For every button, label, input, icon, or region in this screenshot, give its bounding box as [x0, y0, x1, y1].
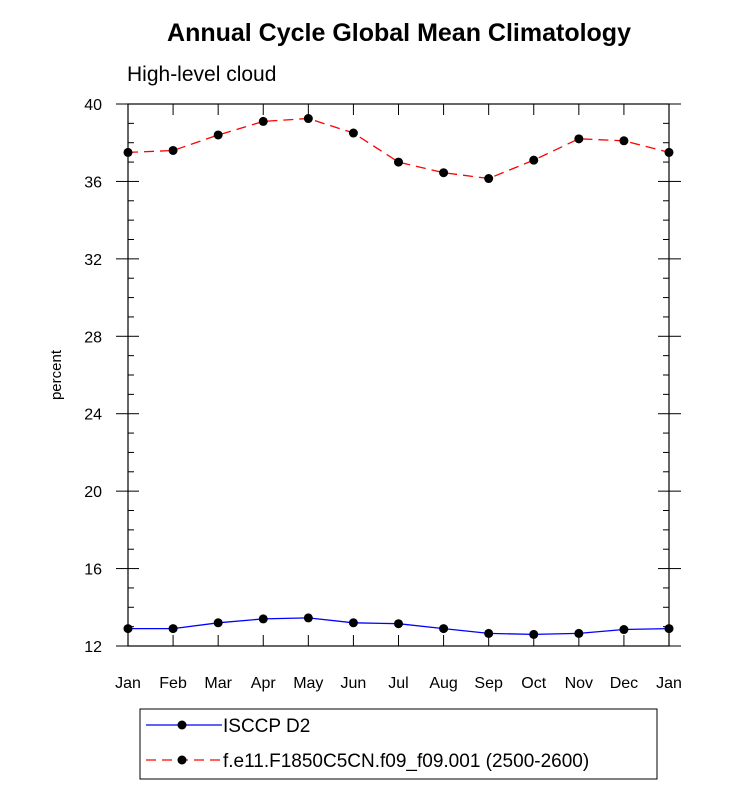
x-tick-label: Jan [656, 675, 682, 692]
x-tick-label: Apr [251, 675, 277, 692]
legend-box [139, 708, 658, 780]
data-point [664, 147, 674, 157]
data-point [168, 624, 178, 634]
data-point [529, 629, 539, 639]
chart-subtitle: High-level cloud [127, 63, 276, 86]
y-tick-label: 32 [84, 252, 102, 269]
x-tick-label: Jun [341, 675, 367, 692]
legend-marker [177, 720, 187, 730]
data-point [123, 147, 133, 157]
data-point [258, 116, 268, 126]
y-tick-label: 28 [84, 329, 102, 346]
data-point [258, 614, 268, 624]
legend-marker [177, 755, 187, 765]
data-point [168, 145, 178, 155]
x-tick-label: Aug [429, 675, 457, 692]
data-point [664, 624, 674, 634]
legend: ISCCP D2 f.e11.F1850C5CN.f09_f09.001 (250… [139, 708, 658, 780]
data-point [303, 114, 313, 124]
data-point [303, 613, 313, 623]
y-tick-label: 40 [84, 97, 102, 114]
y-tick-label: 36 [84, 174, 102, 191]
data-point [619, 625, 629, 635]
data-point [529, 155, 539, 165]
axes-layer: Jan Feb Mar Apr May Jun Jul Aug Sep Oct Nov Dec Jan 1… [84, 97, 682, 692]
data-point [574, 134, 584, 144]
x-tick-label: Mar [204, 675, 232, 692]
chart-title: Annual Cycle Global Mean Climatology [167, 19, 631, 47]
data-point [348, 618, 358, 628]
data-point [439, 168, 449, 178]
data-point [394, 157, 403, 167]
y-tick-label: 16 [84, 562, 102, 579]
data-point [213, 130, 223, 140]
legend-label: ISCCP D2 [223, 716, 310, 737]
x-tick-label: Nov [565, 675, 593, 692]
x-tick-label: Jul [388, 675, 408, 692]
data-point [123, 624, 133, 634]
x-tick-label: Feb [159, 675, 187, 692]
series-layer [123, 114, 674, 639]
x-tick-label: Jan [115, 675, 141, 692]
data-point [619, 136, 629, 146]
legend-label: f.e11.F1850C5CN.f09_f09.001 (2500-2600) [223, 751, 589, 772]
y-axis-label: percent [48, 349, 65, 400]
data-point [213, 618, 223, 628]
x-tick-label: Oct [521, 675, 546, 692]
y-tick-label: 12 [84, 639, 102, 656]
data-point [439, 624, 449, 634]
x-tick-label: May [293, 675, 323, 692]
plot-frame [127, 103, 670, 647]
data-point [348, 128, 358, 138]
series-line-1 [127, 117, 670, 180]
x-tick-label: Dec [610, 675, 638, 692]
x-tick-label: Sep [474, 675, 503, 692]
data-point [484, 628, 494, 638]
y-tick-label: 24 [84, 407, 102, 424]
data-point [574, 628, 584, 638]
data-point [394, 619, 403, 629]
data-point [484, 174, 494, 184]
y-tick-label: 20 [84, 484, 102, 501]
